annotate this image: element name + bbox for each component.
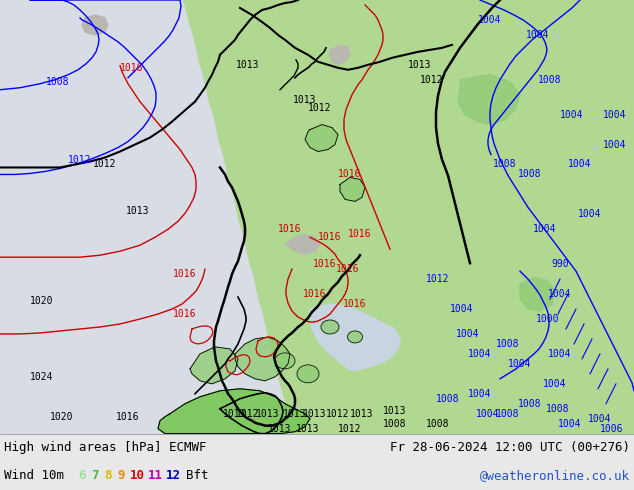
Text: 1004: 1004 [543,379,567,389]
Text: 1004: 1004 [478,15,501,25]
Text: 1016: 1016 [339,170,362,179]
Text: 1013: 1013 [350,409,374,419]
Text: 1020: 1020 [50,412,74,422]
Text: 1016: 1016 [173,309,197,319]
Polygon shape [82,15,108,35]
Text: 1012: 1012 [339,424,362,434]
Text: 1016: 1016 [348,229,372,239]
Text: 1016: 1016 [336,264,359,274]
Text: 1004: 1004 [588,414,612,424]
Text: 1013: 1013 [296,424,320,434]
Text: 1008: 1008 [46,77,70,87]
Text: 1008: 1008 [383,418,407,429]
Text: 1012: 1012 [236,409,260,419]
Text: 1012: 1012 [68,154,92,165]
Text: 1008: 1008 [436,394,460,404]
Text: 1004: 1004 [578,209,602,220]
Ellipse shape [347,331,363,343]
Text: 1004: 1004 [603,110,627,120]
Polygon shape [285,234,320,254]
Polygon shape [305,124,338,151]
Text: 1004: 1004 [559,418,582,429]
Text: 1004: 1004 [469,389,492,399]
Polygon shape [85,0,634,434]
Text: 1004: 1004 [548,289,572,299]
Text: 1016: 1016 [120,63,144,73]
Text: Wind 10m: Wind 10m [4,469,64,483]
Text: 1016: 1016 [303,289,327,299]
Text: 7: 7 [91,469,98,483]
Text: 1016: 1016 [116,412,139,422]
Text: 1013: 1013 [283,409,307,419]
Polygon shape [0,0,290,434]
Text: 1004: 1004 [508,359,532,369]
Text: 8: 8 [104,469,112,483]
Text: 1008: 1008 [493,159,517,170]
Polygon shape [458,75,520,124]
Text: 1004: 1004 [469,349,492,359]
Text: Bft: Bft [186,469,209,483]
Polygon shape [190,347,238,384]
Text: 1012: 1012 [420,75,444,85]
Text: 1020: 1020 [30,296,54,306]
Text: 990: 990 [551,259,569,269]
Text: 1013: 1013 [256,409,280,419]
Text: 1004: 1004 [526,30,550,40]
Text: 1013: 1013 [383,406,407,416]
Ellipse shape [321,320,339,334]
Text: 1012: 1012 [308,103,332,113]
Polygon shape [340,177,365,201]
Text: 1016: 1016 [318,232,342,242]
Text: 1012: 1012 [327,409,350,419]
Text: @weatheronline.co.uk: @weatheronline.co.uk [480,469,630,483]
Text: 12: 12 [166,469,181,483]
Ellipse shape [297,365,319,383]
Text: 1012: 1012 [426,274,450,284]
Text: 1000: 1000 [536,314,560,324]
Text: 1013: 1013 [223,409,247,419]
Text: 1004: 1004 [548,349,572,359]
Text: 9: 9 [117,469,124,483]
Text: 1016: 1016 [313,259,337,269]
Text: 1008: 1008 [518,170,541,179]
Text: Fr 28-06-2024 12:00 UTC (00+276): Fr 28-06-2024 12:00 UTC (00+276) [390,441,630,454]
Text: 6: 6 [78,469,86,483]
Text: 1004: 1004 [533,224,557,234]
Text: 1012: 1012 [93,159,117,170]
Text: 1008: 1008 [496,409,520,419]
Text: 1013: 1013 [126,206,150,217]
Polygon shape [138,0,634,434]
Text: 1013: 1013 [408,60,432,70]
Text: 1004: 1004 [476,409,500,419]
Text: 1006: 1006 [600,424,624,434]
Text: 1013: 1013 [268,424,292,434]
Text: 1016: 1016 [278,224,302,234]
Text: 1004: 1004 [450,304,474,314]
Polygon shape [235,337,290,381]
Text: 1016: 1016 [343,299,366,309]
Text: 1016: 1016 [173,269,197,279]
Text: 11: 11 [148,469,163,483]
Text: 1013: 1013 [303,409,327,419]
Text: 1008: 1008 [547,404,570,414]
Text: 10: 10 [130,469,145,483]
Polygon shape [158,389,310,434]
Text: 1004: 1004 [603,140,627,149]
Text: 1013: 1013 [236,60,260,70]
Text: 1013: 1013 [294,95,317,105]
Polygon shape [520,277,555,311]
Text: 1004: 1004 [456,329,480,339]
Text: 1008: 1008 [518,399,541,409]
Ellipse shape [275,353,295,369]
Text: High wind areas [hPa] ECMWF: High wind areas [hPa] ECMWF [4,441,207,454]
Text: 1008: 1008 [426,418,450,429]
Text: 1024: 1024 [30,372,54,382]
Text: 1004: 1004 [560,110,584,120]
Polygon shape [330,45,350,65]
Text: 1004: 1004 [568,159,592,170]
Polygon shape [310,304,400,371]
Text: 1008: 1008 [538,75,562,85]
Text: 1008: 1008 [496,339,520,349]
